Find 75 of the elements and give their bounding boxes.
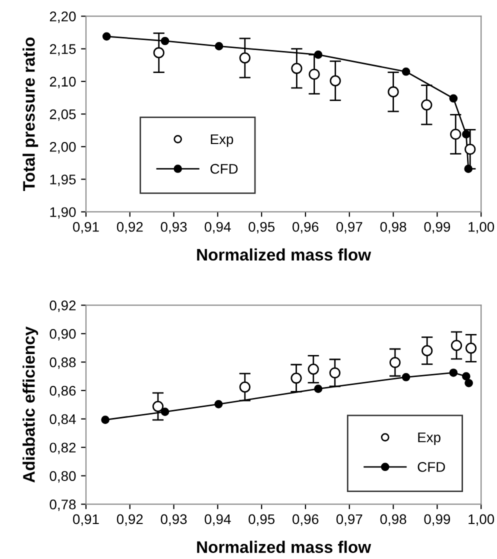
point xyxy=(330,75,341,86)
x-tick-label: 1,00 xyxy=(468,514,494,526)
x-tick-label: 0,93 xyxy=(160,514,187,526)
point xyxy=(290,372,302,384)
point xyxy=(449,368,458,377)
x-tick-label: 0,91 xyxy=(73,222,99,234)
point xyxy=(464,144,476,155)
y-tick-label: 0,92 xyxy=(50,300,76,312)
point xyxy=(462,130,470,138)
x-tick-label: 0,99 xyxy=(424,514,450,526)
y-tick-label: 2,10 xyxy=(50,76,76,88)
x-axis-title: Normalized mass flow xyxy=(197,540,372,554)
y-axis-title: Adiabatic efficiency xyxy=(22,326,38,483)
legend-label: CFD xyxy=(210,164,238,174)
point xyxy=(389,356,401,368)
x-tick-label: 1,00 xyxy=(468,222,494,234)
y-tick-label: 0,90 xyxy=(50,328,76,340)
y-tick-label: 0,88 xyxy=(50,357,76,369)
y-tick-label: 0,82 xyxy=(50,442,76,454)
point xyxy=(308,68,320,80)
point xyxy=(153,47,164,58)
x-axis-title: Normalized mass flow xyxy=(197,248,372,261)
x-tick-label: 0,98 xyxy=(380,514,406,526)
x-tick-label: 0,92 xyxy=(116,514,143,526)
x-tick-label: 0,95 xyxy=(248,514,275,526)
y-tick-label: 2,15 xyxy=(50,44,76,56)
point xyxy=(464,378,473,388)
point xyxy=(214,400,223,408)
point xyxy=(102,32,111,41)
point xyxy=(239,382,250,393)
y-tick-label: 2,05 xyxy=(50,109,76,121)
legend-label: Exp xyxy=(210,134,234,147)
y-axis-title: Total pressure ratio xyxy=(22,38,38,192)
legend-label: Exp xyxy=(418,432,440,446)
x-tick-label: 0,94 xyxy=(204,222,231,234)
y-tick-label: 2,20 xyxy=(50,12,76,24)
x-tick-label: 0,95 xyxy=(248,222,275,234)
point xyxy=(450,128,462,140)
legend-label: CFD xyxy=(418,462,445,472)
point xyxy=(160,408,170,416)
point xyxy=(388,86,399,98)
x-tick-label: 0,98 xyxy=(380,222,406,234)
point xyxy=(450,340,462,351)
point xyxy=(402,372,410,382)
x-tick-label: 0,94 xyxy=(204,514,231,526)
point xyxy=(214,42,224,50)
x-tick-label: 0,96 xyxy=(292,514,318,526)
y-tick-label: 1,90 xyxy=(50,207,76,219)
y-tick-label: 2,00 xyxy=(50,142,76,154)
x-tick-label: 0,96 xyxy=(292,222,318,234)
point xyxy=(239,52,250,64)
x-tick-label: 0,93 xyxy=(160,222,187,234)
x-tick-label: 0,99 xyxy=(424,222,450,234)
y-tick-label: 0,80 xyxy=(50,471,76,483)
point xyxy=(160,36,170,46)
point xyxy=(421,99,432,110)
x-tick-label: 0,92 xyxy=(116,222,143,234)
y-tick-label: 0,84 xyxy=(50,414,76,426)
point xyxy=(308,364,319,375)
y-tick-label: 0,86 xyxy=(50,386,76,398)
point xyxy=(291,62,302,74)
point xyxy=(314,384,322,393)
point xyxy=(422,345,433,356)
point xyxy=(329,367,340,378)
point xyxy=(449,94,458,103)
x-tick-label: 0,97 xyxy=(336,222,362,234)
point xyxy=(101,416,110,424)
point xyxy=(465,342,477,354)
x-tick-label: 0,91 xyxy=(73,514,99,526)
point xyxy=(152,400,164,412)
y-tick-label: 0,78 xyxy=(50,500,76,512)
x-tick-label: 0,97 xyxy=(336,514,362,526)
point xyxy=(402,67,410,76)
y-tick-label: 1,95 xyxy=(50,174,76,186)
point xyxy=(462,372,470,380)
